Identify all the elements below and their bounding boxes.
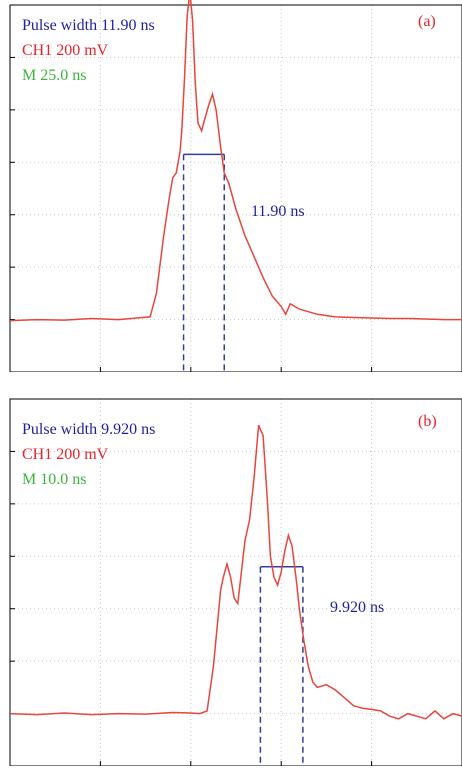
panel-a-timebase: M 25.0 ns — [22, 67, 86, 84]
panel-a-svg: Pulse width 11.90 ns CH1 200 mV M 25.0 n… — [9, 0, 462, 373]
panel-a-label: (a) — [418, 13, 436, 30]
panel-a-pulse-width: Pulse width 11.90 ns — [22, 17, 155, 34]
panel-b-width-marker — [259, 566, 304, 766]
oscilloscope-panel-a: Pulse width 11.90 ns CH1 200 mV M 25.0 n… — [0, 0, 462, 373]
panel-b-timebase: M 10.0 ns — [22, 471, 86, 488]
panel-b-trace — [9, 424, 462, 720]
panel-a-grid — [10, 5, 462, 372]
panel-b-label: (b) — [418, 413, 437, 430]
panel-a-width-marker — [182, 153, 225, 372]
panel-a-trace — [9, 0, 462, 322]
panel-a-frame — [9, 4, 462, 373]
panel-a-width-annotation: 11.90 ns — [251, 203, 305, 220]
panel-b-width-annotation: 9.920 ns — [330, 599, 384, 616]
panel-b-channel: CH1 200 mV — [22, 446, 109, 463]
oscilloscope-panel-b: Pulse width 9.920 ns CH1 200 mV M 10.0 n… — [0, 394, 462, 767]
panel-b-pulse-width: Pulse width 9.920 ns — [22, 421, 155, 438]
panel-b-svg: Pulse width 9.920 ns CH1 200 mV M 10.0 n… — [9, 398, 462, 767]
panel-a-channel: CH1 200 mV — [22, 42, 109, 59]
